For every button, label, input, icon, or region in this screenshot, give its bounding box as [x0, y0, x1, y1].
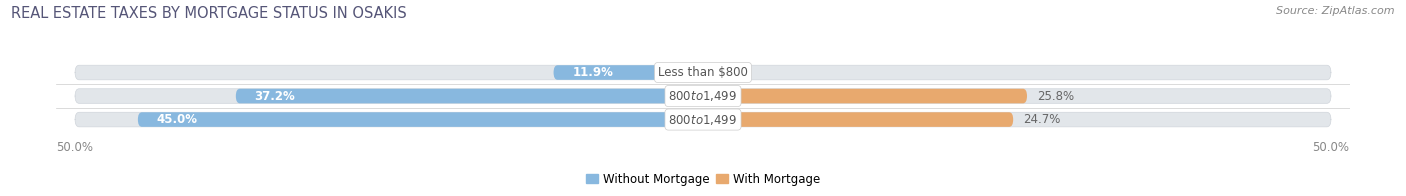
- Text: Source: ZipAtlas.com: Source: ZipAtlas.com: [1277, 6, 1395, 16]
- Text: 45.0%: 45.0%: [156, 113, 198, 126]
- Text: 37.2%: 37.2%: [254, 90, 295, 103]
- FancyBboxPatch shape: [554, 65, 703, 80]
- Text: 24.7%: 24.7%: [1024, 113, 1060, 126]
- Text: $800 to $1,499: $800 to $1,499: [668, 113, 738, 127]
- Text: REAL ESTATE TAXES BY MORTGAGE STATUS IN OSAKIS: REAL ESTATE TAXES BY MORTGAGE STATUS IN …: [11, 6, 406, 21]
- Text: $800 to $1,499: $800 to $1,499: [668, 89, 738, 103]
- Text: 11.9%: 11.9%: [572, 66, 613, 79]
- FancyBboxPatch shape: [703, 89, 1026, 103]
- Text: 25.8%: 25.8%: [1038, 90, 1074, 103]
- FancyBboxPatch shape: [236, 89, 703, 103]
- FancyBboxPatch shape: [75, 89, 1331, 103]
- FancyBboxPatch shape: [75, 65, 1331, 80]
- FancyBboxPatch shape: [75, 112, 1331, 127]
- Legend: Without Mortgage, With Mortgage: Without Mortgage, With Mortgage: [581, 168, 825, 191]
- FancyBboxPatch shape: [703, 112, 1014, 127]
- Text: Less than $800: Less than $800: [658, 66, 748, 79]
- FancyBboxPatch shape: [138, 112, 703, 127]
